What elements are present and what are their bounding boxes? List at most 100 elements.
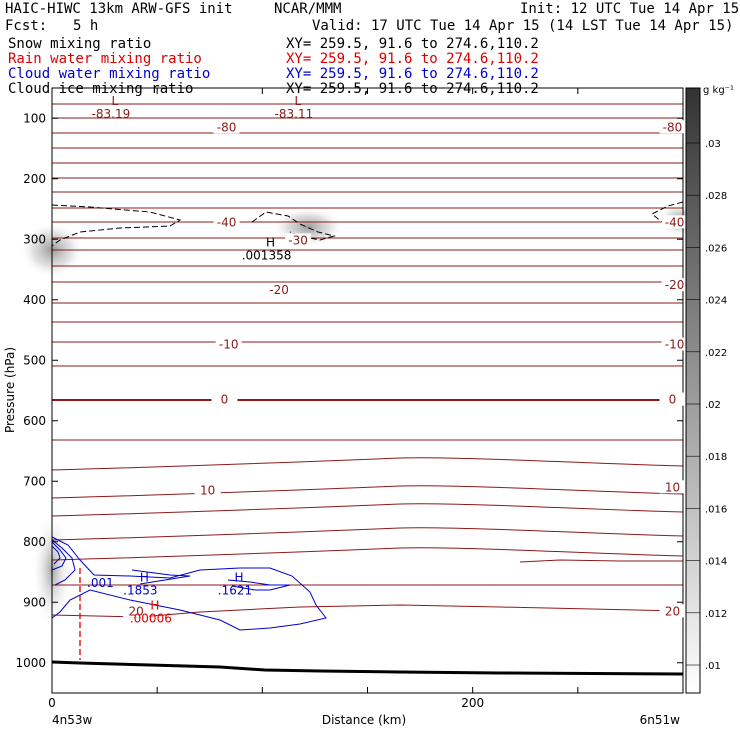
colorbar-tick-label: .01 [705,661,721,672]
y-tick-label: 600 [23,414,46,428]
fcst-value: 5 h [73,18,99,34]
label-bg [194,483,221,497]
temperature-contours [51,87,684,618]
isotherm [51,103,684,105]
y-tick-label: 500 [23,353,46,367]
extrema-labels: L-83.19L-83.11H.001358H.1853H.1621H.0000… [87,94,313,626]
isotherm [51,457,684,471]
colorbar-tick-label: .028 [705,191,727,202]
isotherm [51,485,684,499]
extremum-value: -83.11 [275,107,314,121]
isotherm [51,177,684,179]
contour-label: .001 [87,576,114,590]
field-name-snow: Snow mixing ratio [8,36,152,52]
isotherm [51,321,684,323]
y-tick-label: 1000 [15,656,46,670]
ice-contour-right [651,201,684,227]
plot-frame [51,87,684,694]
extremum-type: H [150,599,159,613]
label-bg [123,604,150,618]
y-tick-label: 900 [23,595,46,609]
field-xy-rain: XY= 259.5, 91.6 to 274.6,110.2 [286,51,539,67]
isotherm [51,584,684,586]
cloudwater-contour-inner-1 [51,539,76,586]
isotherm-label: -80 [217,120,237,134]
label-bg [661,215,688,229]
isotherm [51,527,684,541]
cloudwater-contour-h2 [227,579,291,591]
isotherm-label: -40 [665,215,685,229]
valid-time: Valid: 17 UTC Tue 14 Apr 15 (14 LST Tue … [312,18,734,34]
isotherm-label: 20 [665,604,680,618]
isotherm [51,132,684,134]
cloudwater-contour-inner-2 [51,541,67,571]
title: HAIC-HIWC 13km ARW-GFS init [5,1,233,17]
isotherm [51,302,684,304]
isotherm-label: -20 [269,283,289,297]
label-bg [266,283,293,297]
isotherm-label: 10 [200,483,215,497]
y-tick-label: 400 [23,293,46,307]
isotherm [51,547,684,561]
x-axis-label: Distance (km) [322,713,406,727]
extremum-value: .1853 [123,584,157,598]
field-xy-cloudwater: XY= 259.5, 91.6 to 274.6,110.2 [286,66,539,82]
y-tick-label: 300 [23,232,46,246]
init-time: Init: 12 UTC Tue 14 Apr 15 [520,1,740,17]
org-label: NCAR/MMM [274,1,342,17]
label-bg [659,604,686,618]
label-bg [285,233,312,247]
isotherm [519,559,683,563]
colorbar-tick-label: .024 [705,296,727,307]
extremum-type: H [234,571,243,585]
colorbar-tick-label: .022 [705,348,727,359]
colorbar-tick-label: .018 [705,452,727,463]
label-bg [659,480,686,494]
isotherm [51,117,684,119]
label-bg [215,337,242,351]
cloudwater-contour-inner-3 [51,545,61,565]
temperature-labels: -80 -80 -40 -40 -30 -20 -20 -10 -10 0 0 10 10 20 20 [123,120,688,618]
ice-contour-left [51,204,182,247]
isotherm [51,439,684,441]
isotherm-label: 10 [665,480,680,494]
colorbar-tick-label: .03 [705,139,721,150]
x-endpoint-right: 6n51w [640,713,681,727]
colorbar-units: g kg⁻¹ [703,85,734,96]
isotherm-label: 0 [669,393,677,407]
label-bg [211,392,238,406]
y-tick-label: 100 [23,111,46,125]
x-tick-label: 0 [48,696,56,710]
colorbar-ticks: .03 .028 .026 .024 .022 .02 .018 .016 .014 .012 .0… [686,139,727,672]
isotherm [51,398,684,402]
field-name-cloudice: Cloud ice mixing ratio [8,81,194,97]
colorbar [685,87,701,694]
field-name-rain: Rain water mixing ratio [8,51,202,67]
extremum-value: .001358 [242,249,292,263]
field-xy-snow: XY= 259.5, 91.6 to 274.6,110.2 [286,36,539,52]
isotherm [51,147,684,149]
isotherm [51,265,684,267]
label-bg [659,120,686,134]
y-tick-label: 200 [23,172,46,186]
colorbar-tick-label: .016 [705,504,727,515]
terrain-line [51,660,684,676]
isotherm-label: -10 [219,338,239,352]
isotherm [51,191,684,193]
isotherm-label: -20 [665,278,685,292]
isotherm [51,221,684,223]
x-endpoint-left: 4n53w [52,713,93,727]
cloudwater-contour-outer [51,536,327,631]
colorbar-tick-label: .026 [705,243,727,254]
isotherm [51,249,684,251]
field-xy-cloudice: XY= 259.5, 91.6 to 274.6,110.2 [286,81,539,97]
y-axis-label: Pressure (hPa) [3,347,17,433]
isotherm-label: -40 [217,215,237,229]
isotherm [51,365,684,367]
isotherm-label: -80 [663,120,683,134]
field-name-cloudwater: Cloud water mixing ratio [8,66,211,82]
extremum-type: L [295,94,302,108]
isotherm-label: 20 [128,604,143,618]
